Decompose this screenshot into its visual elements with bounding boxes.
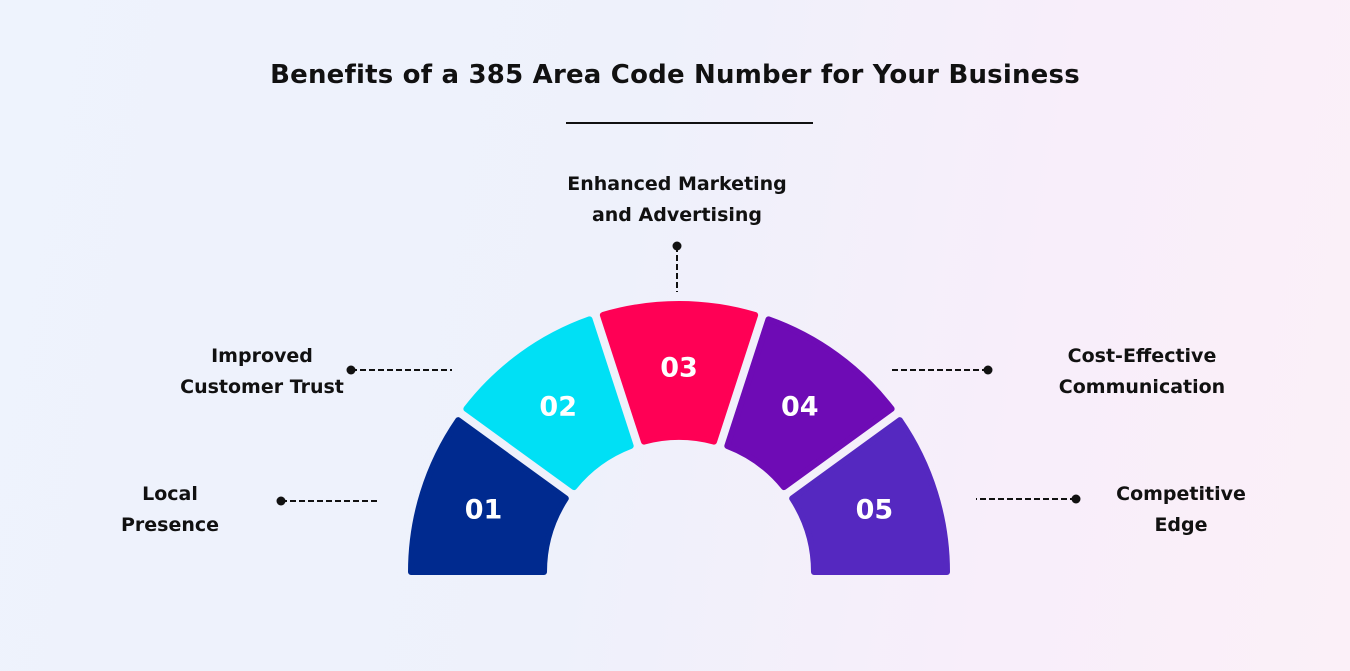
label-line: Presence [120,514,220,536]
label-line: Customer Trust [180,376,344,398]
label-line: Cost-Effective [1067,345,1217,367]
label-line: Improved [211,345,313,367]
segment-05 [789,417,950,575]
segment-01 [408,417,569,575]
segment-number: 02 [539,392,577,423]
label-competitive-edge: Competitive Edge [1116,479,1246,541]
connector-dot [672,241,682,251]
page-title: Benefits of a 385 Area Code Number for Y… [270,60,1080,90]
segment-number: 05 [856,494,894,525]
label-line: Enhanced Marketing [567,173,787,195]
label-line: and Advertising [591,204,763,226]
segment-03 [599,301,759,445]
label-cost-effective-communication: Cost-Effective Communication [1059,341,1225,403]
connector-dot [346,365,356,375]
connector-dot [276,496,286,506]
segment-number: 04 [781,392,819,423]
connector-dot [983,365,993,375]
connector-dot [1071,494,1081,504]
segment-number: 01 [465,494,503,525]
label-local-presence: Local Presence [121,479,219,541]
label-line: Local [142,483,198,505]
segment-02 [463,316,634,491]
label-improved-customer-trust: Improved Customer Trust [180,341,344,403]
label-line: Communication [1058,376,1226,398]
segment-04 [724,316,895,491]
label-line: Edge [1154,514,1208,536]
title-underline [566,122,813,124]
segment-number: 03 [660,353,698,384]
label-enhanced-marketing: Enhanced Marketing and Advertising [567,169,787,231]
label-line: Competitive [1116,483,1246,505]
